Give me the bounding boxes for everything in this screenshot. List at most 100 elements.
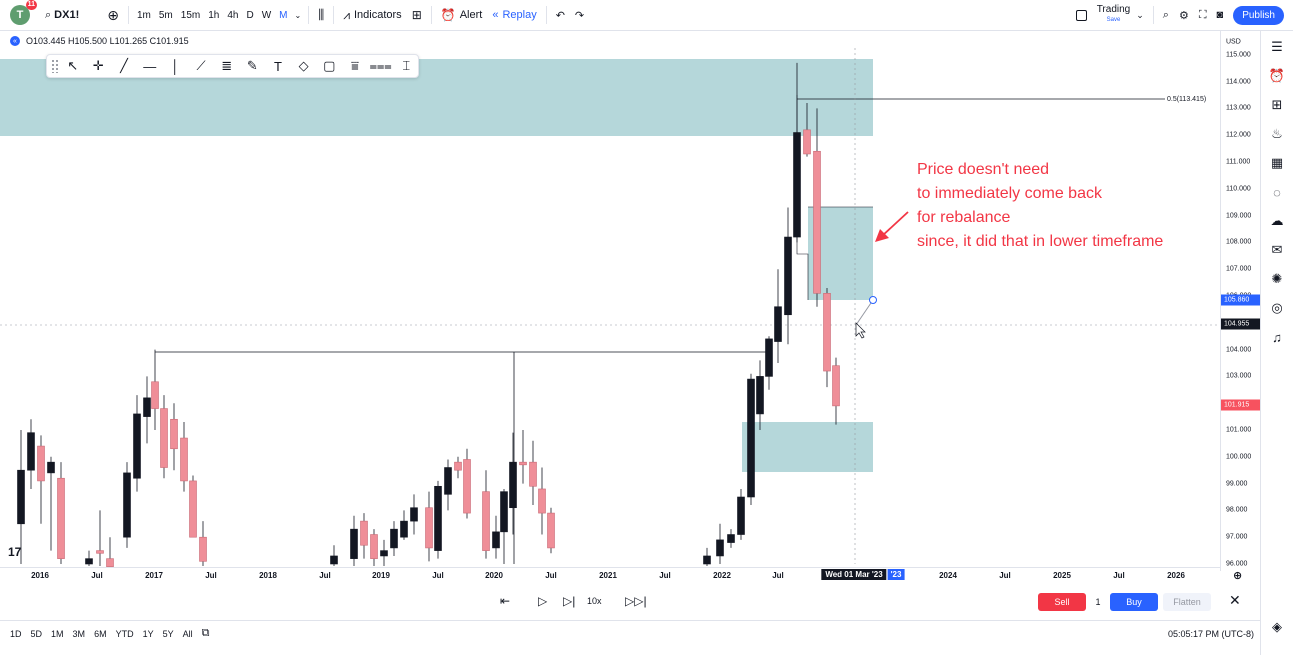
interval-5m[interactable]: 5m [158,9,173,21]
brush-icon[interactable]: ✎ [246,58,258,73]
layouts-button[interactable]: ⊞ [407,0,427,31]
cursor-icon[interactable]: ↖ [67,58,79,73]
extended-line-icon[interactable]: ⟋ [196,58,206,73]
symbol-search[interactable]: ⌕ DX1! [40,0,84,31]
interval-1m[interactable]: 1m [136,9,151,21]
chevron-down-icon[interactable]: ⌄ [294,10,302,20]
hotlist-flame-icon[interactable]: ♨ [1271,126,1283,141]
range-1d[interactable]: 1D [10,628,22,639]
candle-bullish [727,534,735,543]
undo-button[interactable]: ↶ [551,0,570,31]
watchlist-icon[interactable]: ☰ [1271,39,1283,54]
broadcast-icon[interactable]: ◎ [1271,300,1283,315]
settings-button[interactable]: ⚙ [1174,0,1194,31]
close-icon[interactable]: ✕ [1229,592,1241,608]
chat-cloud-icon[interactable]: ☁ [1270,213,1284,228]
crosshair-icon[interactable]: ✛ [92,58,104,73]
chart-type-button[interactable]: ⫼ [313,0,329,31]
alarm-clock-icon[interactable]: ⏰ [1268,68,1286,83]
candle-bullish [784,236,792,316]
layout-save-button[interactable]: Trading Save ⌄ [1092,0,1149,31]
compare-button[interactable]: ⊕ [102,0,124,31]
range-5d[interactable]: 5D [30,628,43,639]
replay-button[interactable]: « Replay [487,0,541,31]
clock[interactable]: 05:05:17 PM (UTC-8) [1167,628,1254,639]
time-tick: Jul [659,571,671,580]
interval-w[interactable]: W [261,9,272,21]
short-position-icon[interactable]: ⩶ [369,58,392,73]
range-1m[interactable]: 1M [51,628,64,639]
messages-icon[interactable]: ✉ [1271,242,1283,257]
replay-icon: « [492,9,499,21]
time-axis-settings-icon[interactable]: ⊕ [1233,570,1243,582]
price-tick: 100.000 [1226,453,1252,461]
time-axis[interactable]: ⊕ 2016 Jul 2017 Jul 2018 Jul 2019 Jul 2020 Jul 202… [0,567,1242,583]
flatten-button[interactable]: Flatten [1163,593,1211,611]
collapse-legend-icon[interactable]: « [10,36,20,46]
fib-retracement-icon[interactable]: ≣ [221,58,233,73]
interval-15m[interactable]: 15m [180,9,201,21]
range-6m[interactable]: 6M [94,628,107,639]
light-bulb-icon[interactable]: ✺ [1271,271,1283,286]
annotation-line: to immediately come back [917,185,1102,202]
quick-search-button[interactable]: ⌕ [1158,0,1174,31]
interval-4h[interactable]: 4h [227,9,239,21]
publish-button[interactable]: Publish [1233,5,1284,25]
candle-bearish [151,381,159,409]
bottom-toolbar: 1D 5D 1M 3M 6M YTD 1Y 5Y All ⧉ 05:05:17 … [0,620,1260,646]
interval-d[interactable]: D [246,9,254,21]
trend-line-icon[interactable]: ╱ [120,58,128,73]
add-list-icon[interactable]: ⊞ [1271,97,1283,112]
fullscreen-button[interactable]: ⛶ [1194,0,1212,31]
interval-1h[interactable]: 1h [208,9,220,21]
redo-button[interactable]: ↷ [570,0,589,31]
layout-title: Trading [1096,4,1131,15]
user-avatar[interactable]: T 11 [10,0,37,25]
notifications-bell-icon[interactable]: ♫ [1272,329,1282,345]
text-icon[interactable]: T [273,58,282,74]
indicators-button[interactable]: ⩘ Indicators [338,0,406,31]
drag-handle-icon[interactable] [51,59,59,73]
layout-save-hint: Save [1106,17,1121,23]
quantity-field[interactable]: 1 [1095,597,1101,607]
price-tick: 114.000 [1226,78,1251,86]
sell-button[interactable]: Sell [1038,593,1086,611]
step-forward-icon[interactable]: ▷| [563,594,576,608]
long-position-icon[interactable]: ⩸ [350,58,359,73]
candle-bullish [509,461,517,509]
vertical-line-icon[interactable]: │ [171,58,180,74]
range-3m[interactable]: 3M [72,628,86,639]
range-ytd[interactable]: YTD [115,628,134,639]
snapshot-button[interactable]: ◙ [1212,0,1229,31]
date-range-icon[interactable]: ⧉ [201,627,210,639]
time-tick: 2025 [1053,571,1071,580]
time-tick: Jul [545,571,557,580]
candle-bearish [199,536,207,562]
range-5y[interactable]: 5Y [162,628,174,639]
alert-button[interactable]: ⏰ Alert [436,0,488,31]
price-range-icon[interactable]: ⌶ [402,58,411,73]
range-1y[interactable]: 1Y [142,628,154,639]
horizontal-ray-icon[interactable]: — [143,58,157,74]
currency-label[interactable]: USD [1226,38,1241,46]
pattern-icon[interactable]: ◇ [298,58,309,73]
buy-button[interactable]: Buy [1110,593,1158,611]
interval-m[interactable]: M [279,9,288,21]
layout-checkbox[interactable] [1071,0,1092,31]
candle-bearish [547,512,555,549]
calendar-icon[interactable]: ▦ [1270,155,1284,170]
select-bar-icon[interactable]: ⇤ [500,594,511,608]
jump-realtime-icon[interactable]: ▷▷| [625,594,647,608]
price-chart[interactable]: 0.5(113.415) 17 [0,48,1220,568]
price-axis[interactable]: USD 115.000 114.000 113.000 112.000 111.000 1… [1220,31,1261,571]
price-tick: 109.000 [1226,212,1252,220]
rectangle-icon[interactable]: ▢ [323,58,336,73]
layers-icon[interactable]: ◈ [1272,619,1282,634]
ideas-bulb-icon[interactable]: ◌ [1273,184,1281,200]
candle-bearish [463,459,471,514]
time-tick: 2022 [713,571,731,580]
play-icon[interactable]: ▷ [538,594,548,608]
replay-speed[interactable]: 10x [587,596,602,606]
range-all[interactable]: All [182,628,193,639]
candle-bearish [37,445,45,482]
